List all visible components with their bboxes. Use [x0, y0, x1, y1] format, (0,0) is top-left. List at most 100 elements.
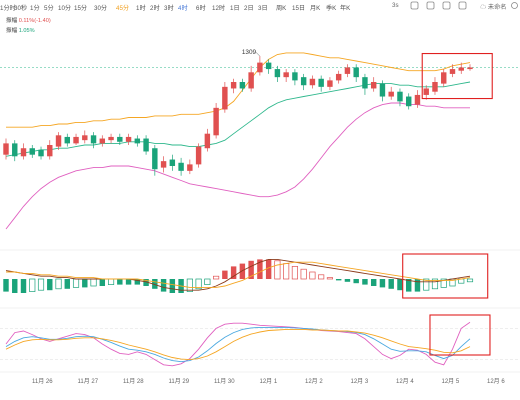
- timeframe-15[interactable]: 2日: [244, 5, 254, 12]
- timeframe-1[interactable]: 30秒: [14, 5, 28, 12]
- candle-body: [169, 159, 176, 166]
- x-axis-label: 11月 28: [123, 378, 144, 385]
- candle-body: [379, 83, 386, 97]
- macd-bar: [90, 278, 97, 287]
- candle-body: [327, 80, 333, 87]
- layout-name[interactable]: ☁ 未命名: [480, 4, 507, 11]
- macd-bar: [47, 279, 53, 291]
- timeframe-14[interactable]: 1日: [230, 5, 240, 12]
- macd-bar: [239, 263, 246, 279]
- timeframe-6[interactable]: 30分: [94, 5, 108, 12]
- candle-body: [441, 72, 447, 84]
- timeframe-12[interactable]: 6时: [196, 5, 206, 12]
- candle-body: [344, 67, 351, 74]
- candle-body: [187, 164, 193, 171]
- candle-body: [178, 162, 184, 171]
- indicator-line-2-value: 1.05%: [18, 28, 35, 34]
- timeframe-10[interactable]: 3时: [164, 5, 174, 12]
- timeframe-13[interactable]: 12时: [212, 5, 226, 12]
- macd-bar: [265, 259, 272, 279]
- macd-bar: [248, 260, 254, 279]
- max-price-label: 1309: [242, 49, 257, 56]
- cloud-icon[interactable]: [458, 1, 468, 11]
- candle-body: [318, 78, 324, 87]
- candle-body: [406, 96, 412, 107]
- macd-bar: [300, 268, 307, 280]
- macd-bar: [143, 279, 149, 286]
- candle-body: [362, 77, 368, 89]
- macd-bar: [99, 279, 106, 286]
- candle-body: [292, 72, 298, 81]
- sync-icon[interactable]: [442, 1, 452, 11]
- timeframe-5[interactable]: 15分: [74, 5, 88, 12]
- timeframe-18[interactable]: 15日: [292, 5, 306, 12]
- macd-bar: [125, 279, 132, 285]
- macd-bar: [431, 278, 439, 290]
- candle-body: [90, 135, 97, 144]
- x-axis-label: 12月 5: [442, 378, 460, 385]
- timeframe-21[interactable]: 年K: [340, 5, 351, 12]
- candle-body: [370, 82, 377, 89]
- candle-body: [99, 138, 106, 144]
- candle-body: [239, 82, 246, 89]
- refresh-interval[interactable]: 3s: [392, 2, 399, 9]
- macd-bar: [37, 278, 45, 291]
- timeframe-9[interactable]: 2时: [150, 5, 160, 12]
- candle-body: [265, 62, 272, 70]
- macd-line: [5, 258, 471, 291]
- timeframe-19[interactable]: 月K: [310, 5, 321, 12]
- timeframe-11[interactable]: 4时: [178, 5, 188, 12]
- candle-body: [467, 67, 473, 70]
- macd-bar: [335, 279, 342, 281]
- candle-body: [222, 86, 228, 110]
- macd-bar: [466, 278, 474, 283]
- macd-bar: [12, 279, 18, 293]
- candle-body: [300, 77, 307, 86]
- candle-body: [108, 136, 114, 141]
- copy-icon[interactable]: [426, 1, 436, 11]
- macd-bar: [55, 278, 62, 290]
- candle-body: [134, 138, 141, 144]
- x-axis-label: 11月 29: [169, 378, 190, 385]
- candle-body: [73, 136, 79, 144]
- highlight-box-3: [429, 314, 491, 356]
- timeframe-4[interactable]: 10分: [58, 5, 72, 12]
- x-axis-label: 12月 3: [351, 378, 369, 385]
- max-price-pointer: [255, 51, 261, 57]
- candle-body: [432, 82, 438, 92]
- candle-body: [309, 78, 316, 86]
- timeframe-7[interactable]: 45分: [116, 5, 130, 12]
- macd-bar: [283, 263, 290, 280]
- indicator-line-1-label: 振幅: [6, 18, 18, 24]
- macd-bar: [160, 279, 167, 292]
- macd-bar: [195, 278, 202, 290]
- timeframe-20[interactable]: 季K: [326, 5, 337, 12]
- macd-bar: [423, 278, 430, 291]
- macd-bar: [397, 279, 403, 291]
- kdj-j-line: [5, 328, 471, 361]
- macd-bar: [117, 279, 123, 285]
- macd-bar: [29, 278, 36, 292]
- timeframe-3[interactable]: 5分: [44, 5, 54, 12]
- timeframe-8[interactable]: 1时: [136, 5, 146, 12]
- settings-icon[interactable]: [510, 1, 520, 11]
- candle-body: [414, 94, 421, 105]
- macd-bar: [169, 279, 176, 293]
- macd-bar: [72, 278, 80, 288]
- timeframe-16[interactable]: 3日: [258, 5, 268, 12]
- highlight-box-1: [421, 52, 493, 100]
- x-axis-label: 12月 4: [396, 378, 414, 385]
- candle-body: [55, 135, 62, 147]
- macd-bar: [257, 259, 263, 279]
- timeframe-0[interactable]: 1分时: [0, 5, 16, 12]
- candle-body: [29, 148, 35, 155]
- macd-bar: [186, 278, 193, 292]
- kdj-d-line: [5, 326, 471, 363]
- indicator-line-2: 振幅 1.05%: [6, 26, 35, 34]
- flag-icon[interactable]: [410, 1, 420, 11]
- macd-bar: [309, 271, 316, 280]
- timeframe-2[interactable]: 1分: [30, 5, 40, 12]
- timeframe-17[interactable]: 周K: [276, 5, 287, 12]
- macd-bar: [370, 279, 377, 286]
